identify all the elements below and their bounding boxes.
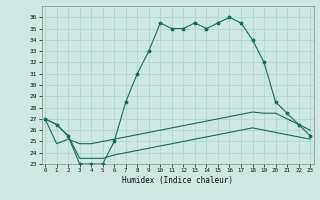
X-axis label: Humidex (Indice chaleur): Humidex (Indice chaleur) (122, 176, 233, 185)
